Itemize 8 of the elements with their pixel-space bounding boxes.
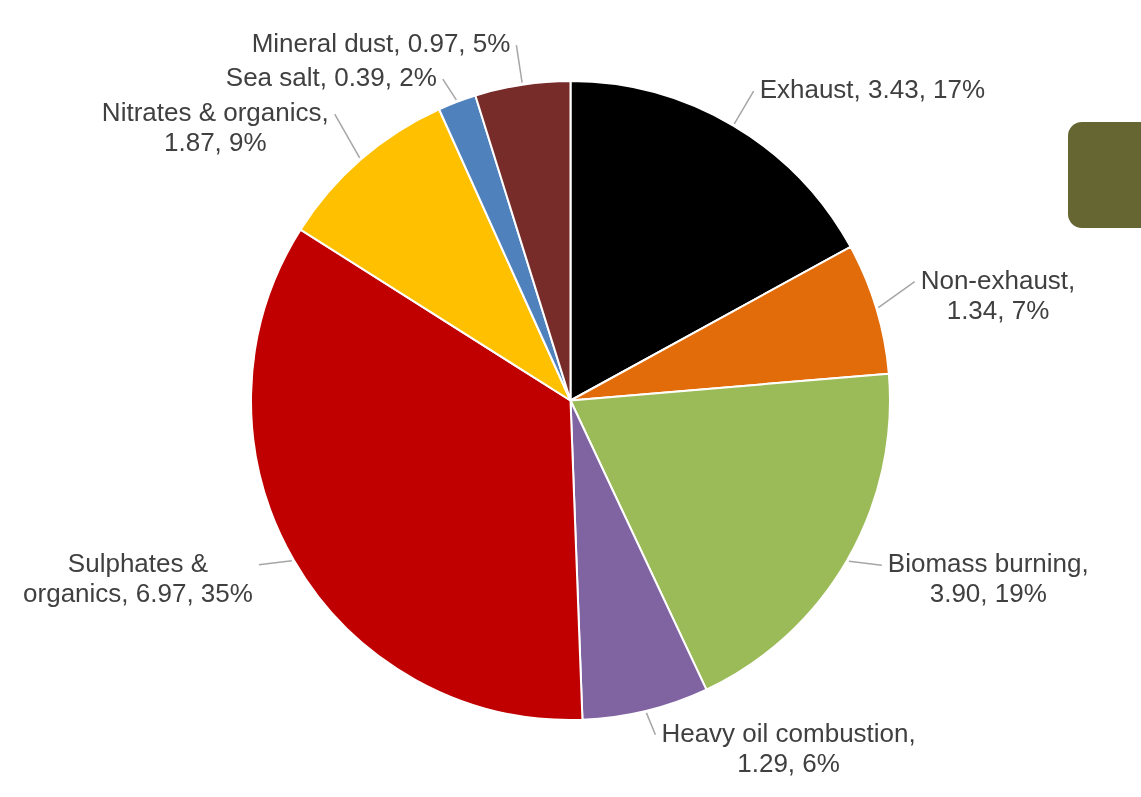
slice-label: Heavy oil combustion, 1.29, 6% xyxy=(661,718,916,778)
slice-label: Non-exhaust, 1.34, 7% xyxy=(920,264,1076,325)
slice-label: Mineral dust, 0.97, 5% xyxy=(251,28,511,59)
slice-label: Sea salt, 0.39, 2% xyxy=(225,62,437,93)
slice-label: Nitrates & organics, 1.87, 9% xyxy=(101,97,329,158)
slice-label: Sulphates & organics, 6.97, 35% xyxy=(23,547,253,608)
slice-label: Exhaust, 3.43, 17% xyxy=(759,74,986,105)
slice-label: Biomass burning, 3.90, 19% xyxy=(887,548,1089,609)
